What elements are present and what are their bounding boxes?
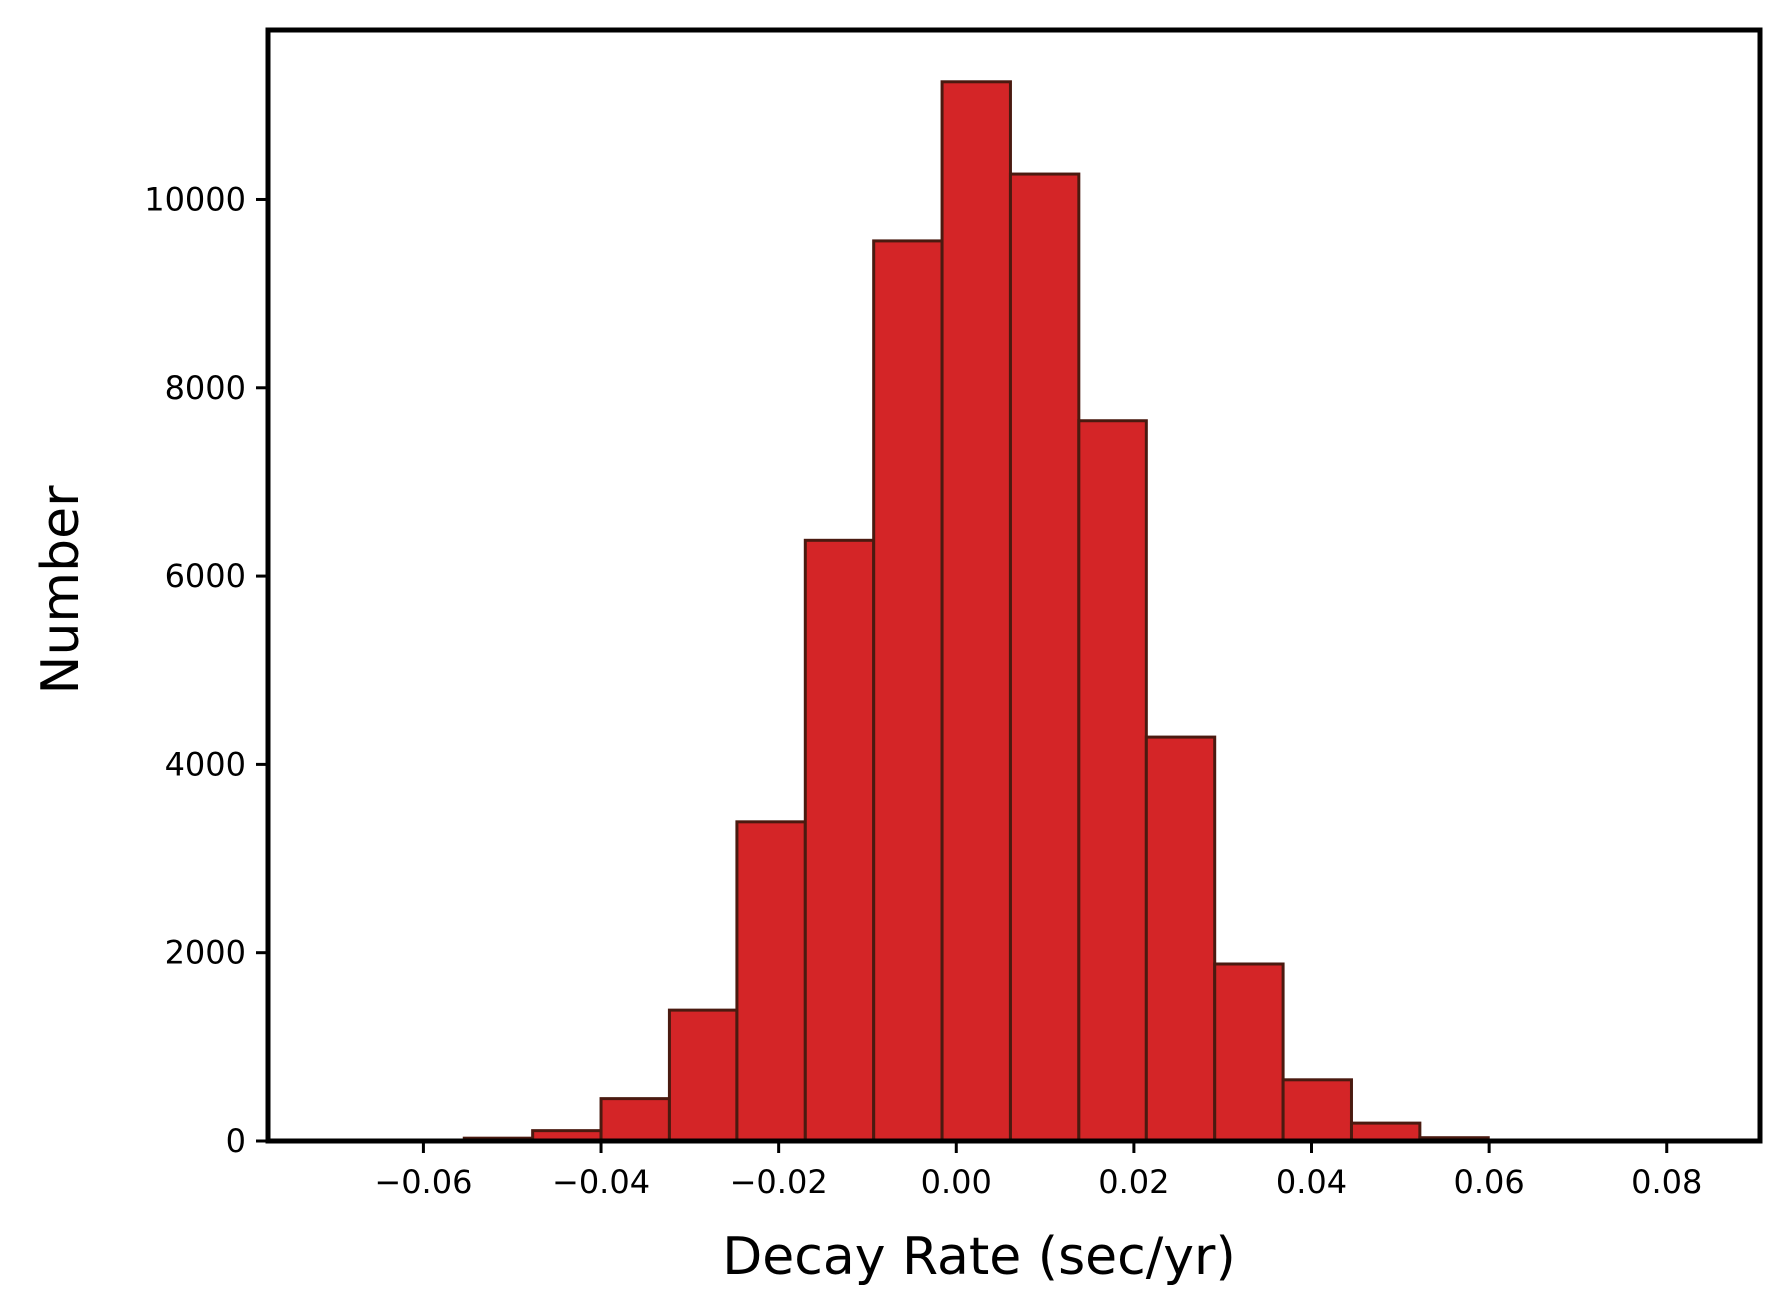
histogram-bar [599, 1097, 671, 1143]
histogram-bar [667, 1008, 739, 1143]
histogram-bar [1144, 735, 1217, 1143]
x-tick-label: 0.00 [921, 1163, 992, 1201]
x-axis-ticks: −0.06 −0.04 −0.02 0.00 0.02 0.04 0.06 0.08 [374, 1141, 1702, 1201]
histogram-bar [1213, 962, 1285, 1143]
histogram-bar [1077, 419, 1148, 1143]
y-tick-label: 2000 [165, 934, 246, 972]
histogram-bar [735, 820, 807, 1143]
x-tick-label: −0.06 [374, 1163, 472, 1201]
y-tick-label: 10000 [144, 180, 246, 218]
histogram-bar [1281, 1078, 1353, 1143]
y-tick-label: 6000 [165, 557, 246, 595]
y-axis-label: Number [31, 485, 91, 695]
histogram-bar [940, 80, 1012, 1143]
y-tick-label: 0 [226, 1122, 246, 1160]
histogram-bar [1008, 172, 1081, 1143]
bars-group [326, 80, 1695, 1143]
histogram-bar [872, 239, 944, 1143]
x-tick-label: −0.02 [730, 1163, 828, 1201]
plot-frame [265, 27, 1763, 1144]
histogram-bar [1349, 1121, 1422, 1143]
x-tick-label: 0.04 [1276, 1163, 1347, 1201]
y-tick-label: 8000 [165, 369, 246, 407]
x-tick-label: 0.08 [1631, 1163, 1702, 1201]
x-axis-label: Decay Rate (sec/yr) [722, 1227, 1235, 1287]
y-axis-ticks: 0 2000 4000 6000 8000 10000 [144, 180, 268, 1160]
histogram-bar [803, 538, 876, 1143]
y-tick-label: 4000 [165, 745, 246, 783]
x-tick-label: 0.02 [1098, 1163, 1169, 1201]
x-tick-label: 0.06 [1454, 1163, 1525, 1201]
x-tick-label: −0.04 [552, 1163, 650, 1201]
